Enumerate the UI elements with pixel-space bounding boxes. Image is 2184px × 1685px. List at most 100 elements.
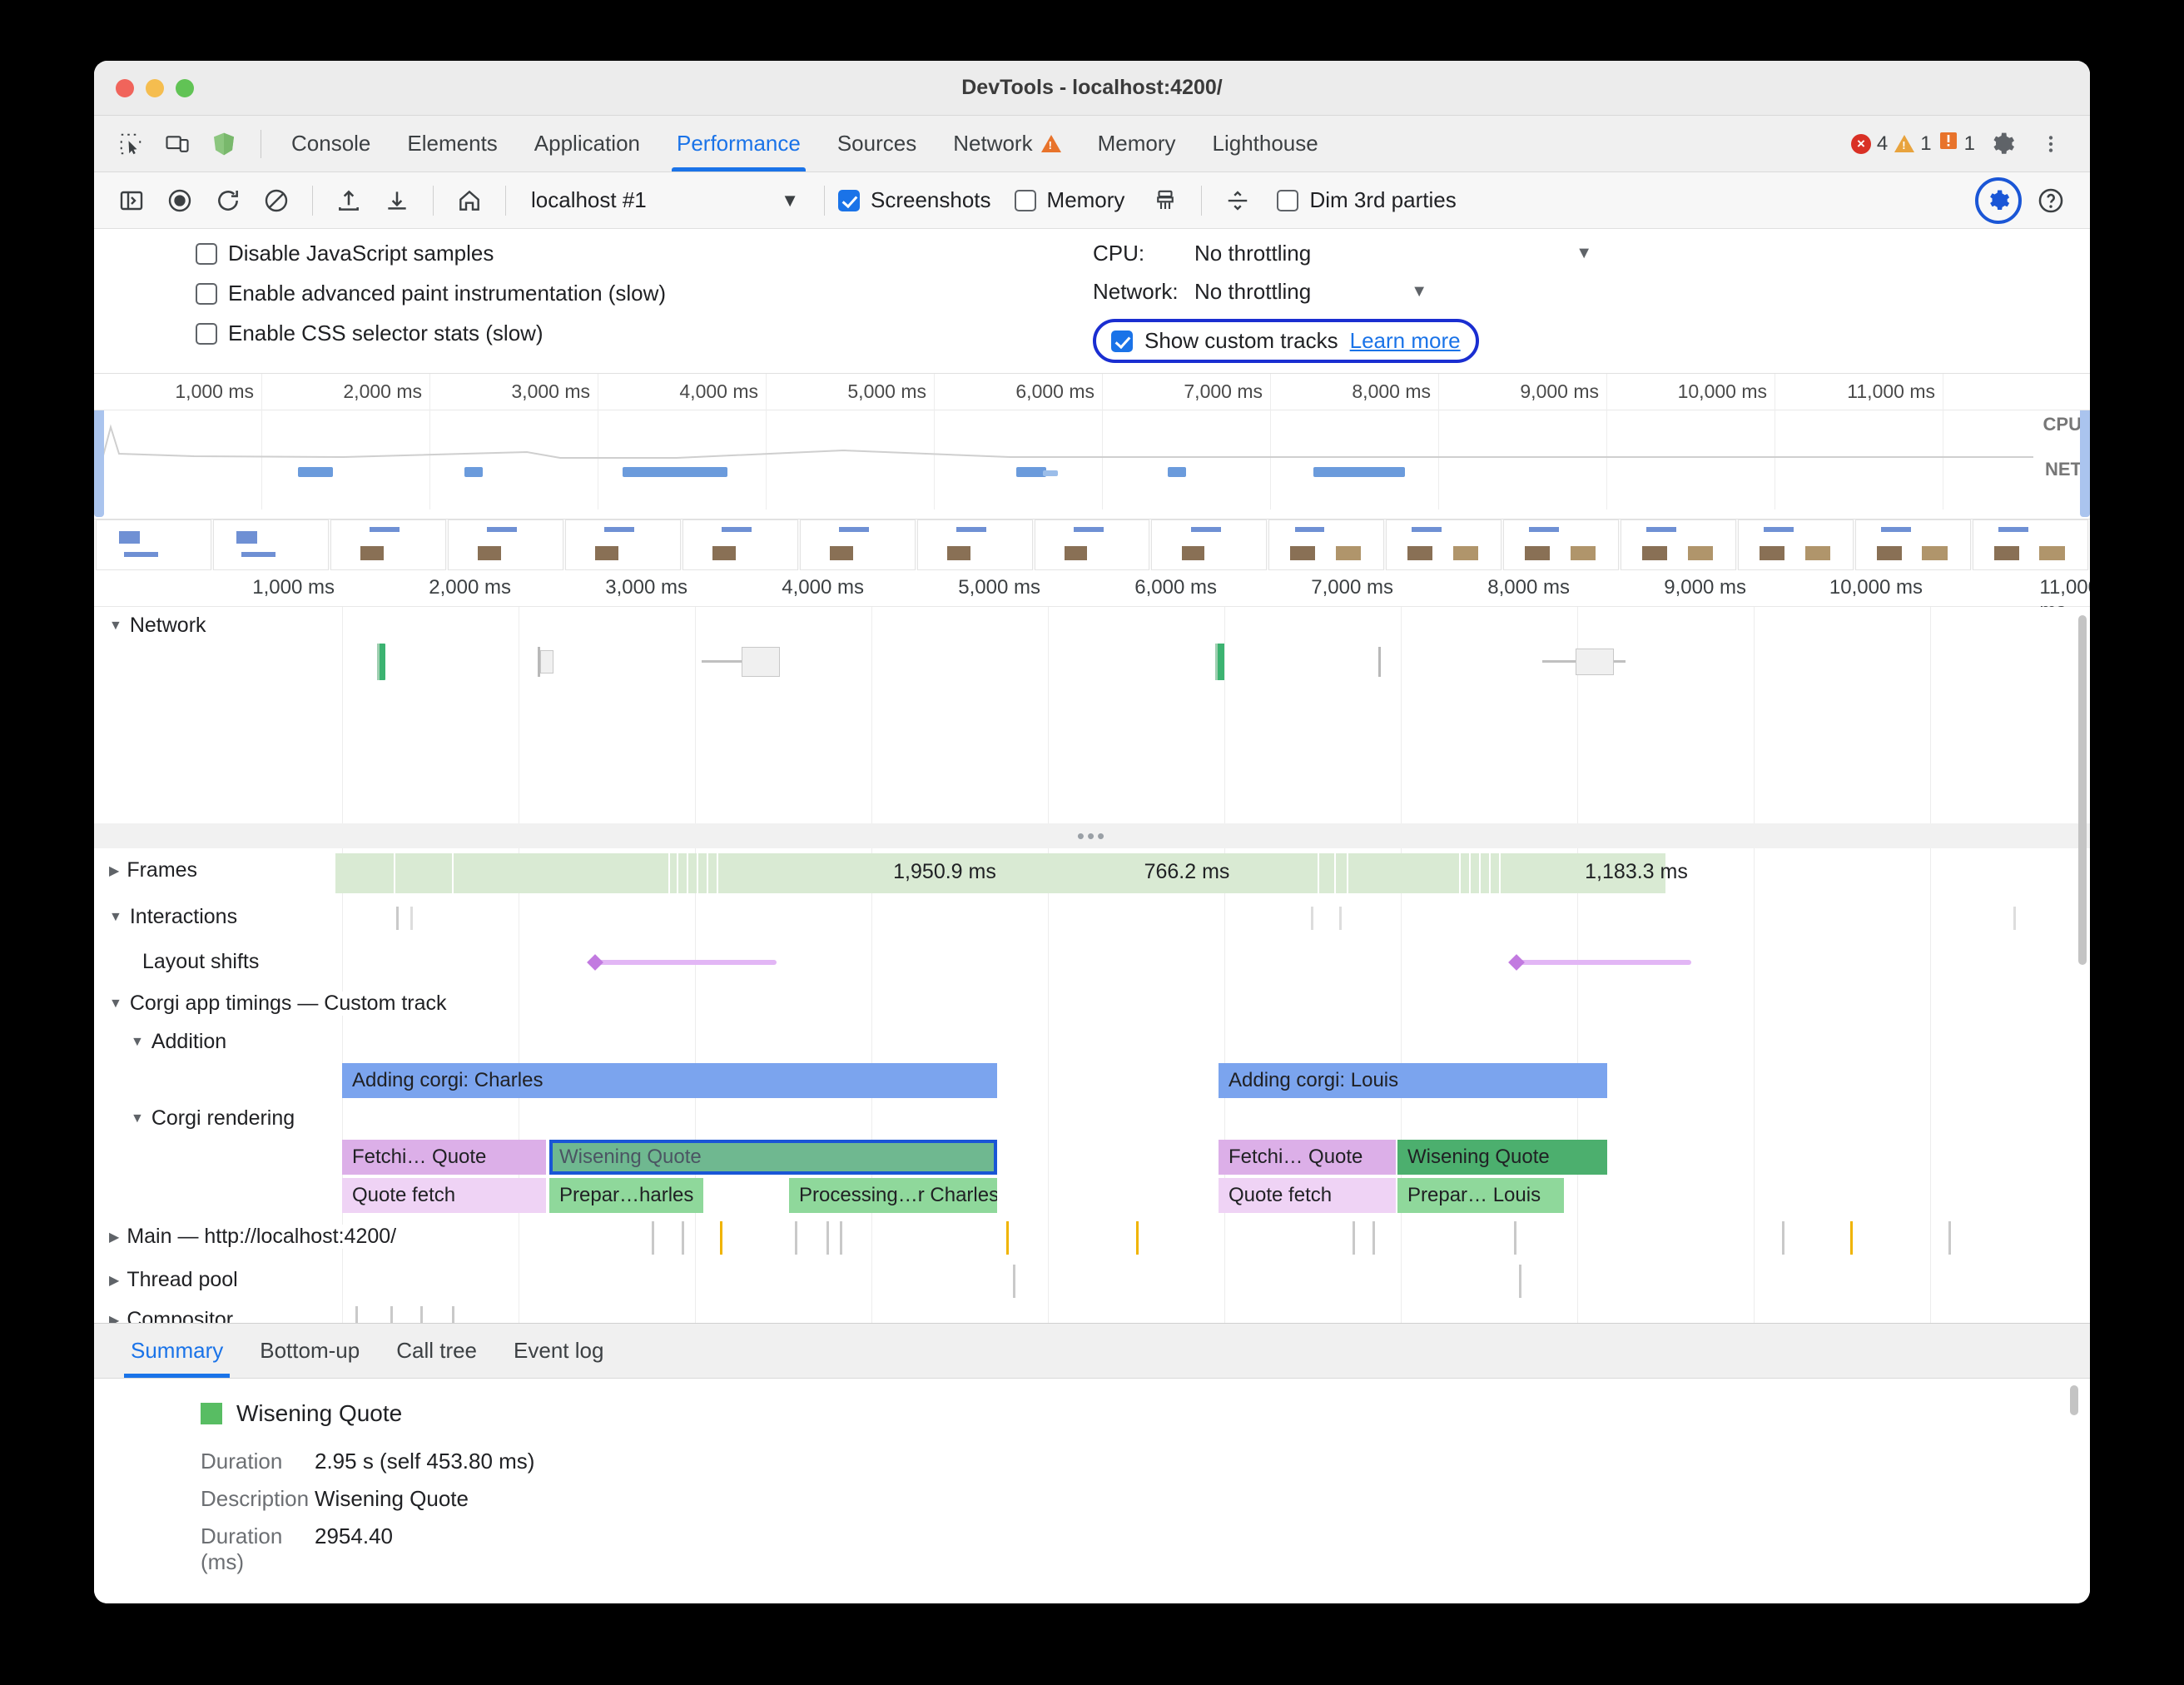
kebab-menu-icon[interactable] [2030,123,2072,165]
network-request[interactable] [538,647,540,677]
timing-bar-adding-louis[interactable]: Adding corgi: Louis [1219,1063,1607,1098]
chevron-down-icon[interactable] [109,997,122,1011]
filmstrip-frame[interactable] [1855,519,1971,570]
filmstrip-frame[interactable] [1621,519,1737,570]
advanced-paint-instrumentation-checkbox[interactable]: Enable advanced paint instrumentation (s… [196,281,1085,306]
thread-pool-track-header[interactable]: Thread pool [109,1268,245,1292]
chevron-down-icon[interactable] [131,1111,144,1126]
addition-subgroup-header[interactable]: Addition [94,1025,2090,1065]
chevron-right-icon[interactable] [109,1312,119,1324]
addition-bars-row[interactable]: Adding corgi: Charles Adding corgi: Loui… [94,1061,2090,1101]
custom-track-header[interactable]: Corgi app timings — Custom track [109,992,454,1016]
filmstrip-frame[interactable] [1151,519,1268,570]
interaction-marker[interactable] [1339,907,1342,930]
dim-3rd-parties-checkbox[interactable]: Dim 3rd parties [1277,187,1457,213]
overview-graphs[interactable]: CPU NET [94,410,2090,519]
network-request[interactable] [1542,660,1576,663]
memory-checkbox[interactable]: Memory [1014,187,1124,213]
interactions-track[interactable]: Interactions [94,898,2090,940]
css-selector-stats-checkbox[interactable]: Enable CSS selector stats (slow) [196,321,1085,346]
record-icon[interactable] [157,178,202,223]
corgi-rendering-subgroup-header[interactable]: Corgi rendering [94,1101,2090,1140]
main-thread-track[interactable]: Main — http://localhost:4200/ [94,1216,2090,1260]
details-vertical-scrollbar[interactable] [2070,1385,2078,1415]
error-badge[interactable]: × 4 [1850,132,1888,156]
interactions-track-header[interactable]: Interactions [109,905,245,929]
compositor-track[interactable]: Compositor [94,1303,2090,1323]
layout-shift-marker[interactable] [587,954,603,971]
network-request[interactable] [1215,644,1218,680]
minimize-window-button[interactable] [146,78,164,97]
reload-and-record-icon[interactable] [206,178,251,223]
sidebar-toggle-icon[interactable] [109,178,154,223]
network-request[interactable] [377,644,380,680]
frames-band[interactable] [335,853,1665,893]
show-custom-tracks-checkbox[interactable] [1111,330,1133,352]
network-request[interactable] [742,647,780,677]
interaction-marker[interactable] [2013,907,2016,930]
interaction-marker[interactable] [1311,907,1313,930]
timing-bar-fetching-quote-1[interactable]: Fetchi… Quote [342,1140,546,1175]
interaction-marker[interactable] [396,907,399,930]
network-request[interactable] [540,650,553,674]
tab-network[interactable]: Network [935,116,1079,171]
filmstrip-frame[interactable] [212,519,329,570]
upload-icon[interactable] [326,178,371,223]
filmstrip[interactable] [94,519,2090,570]
inspect-icon[interactable] [109,122,152,166]
corgi-rendering-row-1[interactable]: Fetchi… Quote Wisening Quote Fetchi… Quo… [94,1138,2090,1176]
screenshots-checkbox[interactable]: Screenshots [838,187,991,213]
clear-icon[interactable] [254,178,299,223]
corgi-rendering-row-2[interactable]: Quote fetch Prepar…harles Processing…r C… [94,1176,2090,1215]
filmstrip-frame[interactable] [682,519,798,570]
main-track-header[interactable]: Main — http://localhost:4200/ [109,1225,404,1249]
network-request[interactable] [1576,649,1614,675]
interaction-marker[interactable] [410,907,413,930]
help-icon[interactable] [2030,180,2072,221]
timeline-overview[interactable]: 1,000 ms 2,000 ms 3,000 ms 4,000 ms 5,00… [94,374,2090,570]
close-window-button[interactable] [116,78,134,97]
corgi-rendering-track-header[interactable]: Corgi rendering [131,1106,302,1131]
filmstrip-frame[interactable] [330,519,446,570]
overview-right-handle[interactable] [2080,410,2090,517]
network-request[interactable] [1378,647,1381,677]
tab-summary[interactable]: Summary [112,1324,241,1378]
network-throttling-select[interactable]: No throttling ▼ [1194,279,1427,305]
addition-track-header[interactable]: Addition [131,1030,234,1054]
thread-pool-track[interactable]: Thread pool [94,1260,2090,1303]
timing-bar-fetching-quote-2[interactable]: Fetchi… Quote [1219,1140,1396,1175]
tab-console[interactable]: Console [273,116,389,171]
tab-performance[interactable]: Performance [658,116,819,171]
brush-icon[interactable] [1143,178,1188,223]
tab-call-tree[interactable]: Call tree [378,1324,495,1378]
timing-bar-preparing-louis[interactable]: Prepar… Louis [1397,1178,1564,1213]
flame-chart-tracks[interactable]: Network ••• [94,607,2090,1323]
cpu-throttling-select[interactable]: No throttling ▼ [1194,241,1592,266]
filmstrip-frame[interactable] [1268,519,1385,570]
filmstrip-frame[interactable] [799,519,916,570]
filmstrip-frame[interactable] [447,519,563,570]
layout-shift-cluster[interactable] [1515,960,1691,965]
chevron-right-icon[interactable] [109,1229,119,1245]
capture-settings-gear-icon[interactable] [1975,176,2022,224]
device-toolbar-icon[interactable] [156,122,199,166]
chevron-down-icon[interactable] [109,910,122,925]
warning-badge[interactable]: 1 [1894,132,1932,156]
network-track-header[interactable]: Network [109,614,213,638]
issues-badge[interactable]: 1 [1938,131,1975,157]
timing-bar-processing-charles[interactable]: Processing…r Charles [789,1178,997,1213]
frames-track-header[interactable]: Frames [109,858,205,882]
network-request[interactable] [379,644,385,680]
home-icon[interactable] [447,178,492,223]
angular-icon[interactable] [202,122,246,166]
layout-shifts-track[interactable]: Layout shifts [94,942,2090,985]
tab-event-log[interactable]: Event log [495,1324,622,1378]
tab-memory[interactable]: Memory [1080,116,1194,171]
compositor-track-header[interactable]: Compositor [109,1308,241,1324]
filmstrip-frame[interactable] [96,519,211,570]
tracks-vertical-scrollbar[interactable] [2078,615,2087,965]
learn-more-link[interactable]: Learn more [1349,328,1461,353]
timing-bar-wisening-quote-selected[interactable]: Wisening Quote [549,1140,997,1175]
tab-application[interactable]: Application [516,116,658,171]
timing-bar-adding-charles[interactable]: Adding corgi: Charles [342,1063,997,1098]
